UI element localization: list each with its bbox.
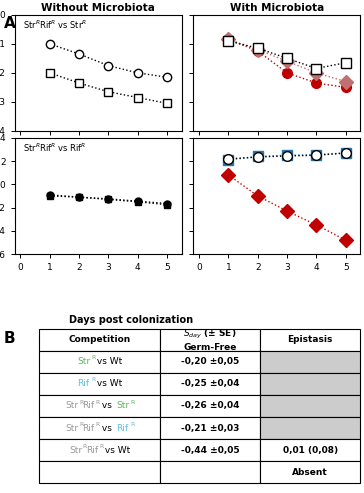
Bar [260, 351, 360, 373]
Text: R: R [99, 444, 103, 449]
Text: Epistasis: Epistasis [288, 335, 333, 344]
Bar [39, 351, 160, 373]
Text: vs Wt: vs Wt [94, 357, 122, 366]
Text: Rif: Rif [86, 446, 98, 455]
Title: Without Microbiota: Without Microbiota [41, 2, 155, 13]
Text: Rif: Rif [82, 423, 94, 432]
Text: Competition: Competition [68, 335, 130, 344]
Text: Rif: Rif [78, 380, 90, 388]
Text: Str: Str [78, 357, 91, 366]
Text: 0,01 (0,08): 0,01 (0,08) [283, 446, 338, 455]
Bar [39, 395, 160, 417]
Text: vs: vs [99, 423, 114, 432]
Text: $S_{day}$ (± SE)
Germ-Free: $S_{day}$ (± SE) Germ-Free [183, 328, 237, 352]
Text: Str: Str [69, 446, 82, 455]
Text: A: A [4, 16, 15, 31]
Bar [39, 373, 160, 395]
Bar [160, 439, 260, 461]
Text: Str: Str [66, 423, 79, 432]
Text: Str: Str [116, 401, 130, 411]
Text: R: R [95, 422, 100, 426]
Bar [260, 417, 360, 439]
Bar [160, 395, 260, 417]
Bar [39, 439, 160, 461]
Bar [160, 373, 260, 395]
Text: -0,21 ±0,03: -0,21 ±0,03 [181, 423, 239, 432]
Text: R: R [130, 399, 134, 404]
Text: -0,26 ±0,04: -0,26 ±0,04 [181, 401, 239, 411]
Title: With Microbiota: With Microbiota [230, 2, 324, 13]
Text: R: R [95, 399, 100, 404]
Bar [260, 395, 360, 417]
Text: vs: vs [99, 401, 114, 411]
Text: -0,44 ±0,05: -0,44 ±0,05 [181, 446, 239, 455]
Bar [39, 461, 160, 483]
Text: vs Wt: vs Wt [94, 380, 122, 388]
Text: vs Wt: vs Wt [102, 446, 131, 455]
Text: R: R [79, 399, 83, 404]
Text: Str$^R$Rif$^R$ vs Rif$^R$: Str$^R$Rif$^R$ vs Rif$^R$ [23, 141, 86, 154]
Text: Str$^R$Rif$^R$ vs Str$^R$: Str$^R$Rif$^R$ vs Str$^R$ [23, 18, 87, 31]
Text: R: R [130, 422, 134, 426]
Bar [160, 417, 260, 439]
Text: Absent: Absent [292, 468, 328, 477]
Bar [260, 373, 360, 395]
Bar [160, 351, 260, 373]
Bar [260, 439, 360, 461]
Bar [260, 461, 360, 483]
Text: R: R [91, 378, 95, 383]
Bar [160, 461, 260, 483]
Text: Rif: Rif [82, 401, 94, 411]
Text: -0,25 ±0,04: -0,25 ±0,04 [181, 380, 239, 388]
Text: R: R [91, 355, 95, 360]
Text: R: R [83, 444, 87, 449]
Text: Rif: Rif [116, 423, 129, 432]
Bar [260, 329, 360, 351]
Text: B: B [4, 331, 15, 346]
Text: -0,20 ±0,05: -0,20 ±0,05 [181, 357, 239, 366]
Text: Days post colonization: Days post colonization [69, 315, 193, 325]
Bar [39, 417, 160, 439]
Text: Str: Str [66, 401, 79, 411]
Text: R: R [79, 422, 83, 426]
Bar [39, 329, 160, 351]
Bar [160, 329, 260, 351]
